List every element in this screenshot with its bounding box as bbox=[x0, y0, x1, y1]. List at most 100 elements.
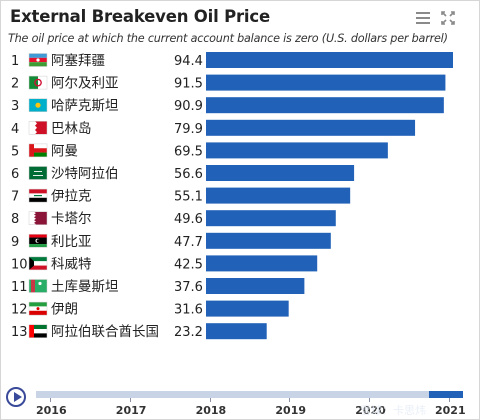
rank-label: 13 bbox=[11, 325, 28, 340]
chart-subtitle: The oil price at which the current accou… bbox=[8, 32, 448, 45]
timeline-selected-range[interactable] bbox=[429, 391, 463, 398]
category-label: 科威特 bbox=[51, 256, 92, 272]
bar-row: 6 沙特阿拉伯 56.6 bbox=[11, 165, 355, 182]
bar[interactable] bbox=[206, 52, 453, 68]
bar-row: 11 土库曼斯坦 37.6 bbox=[11, 278, 305, 295]
timeline-tick bbox=[289, 398, 291, 402]
value-label: 91.5 bbox=[174, 77, 203, 92]
rank-label: 2 bbox=[11, 77, 19, 92]
timeline-tick bbox=[449, 398, 450, 402]
category-label: 巴林岛 bbox=[51, 121, 92, 137]
value-label: 47.7 bbox=[174, 235, 203, 250]
watermark: 雪球：卡思炜 bbox=[360, 404, 426, 417]
category-label: 哈萨克斯坦 bbox=[51, 98, 119, 114]
kuwait-flag-icon bbox=[28, 256, 48, 271]
value-label: 23.2 bbox=[174, 325, 203, 340]
play-button[interactable] bbox=[6, 387, 26, 407]
category-label: 伊朗 bbox=[51, 302, 78, 318]
bar[interactable] bbox=[206, 232, 331, 249]
oman-flag-icon bbox=[28, 143, 48, 158]
value-label: 56.6 bbox=[174, 167, 203, 182]
category-label: 土库曼斯坦 bbox=[51, 279, 119, 295]
value-label: 49.6 bbox=[174, 212, 203, 227]
azerbaijan-flag-icon bbox=[28, 53, 48, 67]
timeline-tick bbox=[50, 398, 51, 402]
timeline-year-label[interactable]: 2016 bbox=[36, 404, 67, 417]
bar-row: 1 阿塞拜疆 94.4 bbox=[11, 52, 453, 69]
bar[interactable] bbox=[206, 255, 318, 272]
bar-row: 5 阿曼 69.5 bbox=[11, 142, 388, 159]
category-label: 阿曼 bbox=[51, 143, 78, 159]
bar-row: 13 阿拉伯联合酋长国 23.2 bbox=[11, 323, 267, 340]
timeline-tick bbox=[369, 398, 371, 402]
bar-row: 12 伊朗 31.6 bbox=[11, 300, 289, 318]
rank-label: 11 bbox=[11, 280, 28, 295]
kazakhstan-flag-icon bbox=[28, 98, 48, 112]
saudi-arabia-flag-icon bbox=[28, 166, 48, 180]
bar-row: 9 利比亚 47.7 bbox=[11, 232, 331, 250]
timeline: 2016 2017 2018 2019 2020 2021 bbox=[0, 382, 480, 420]
turkmenistan-flag-icon bbox=[28, 279, 48, 293]
bar[interactable] bbox=[206, 165, 355, 181]
bar[interactable] bbox=[206, 97, 444, 114]
timeline-year-label[interactable]: 2021 bbox=[435, 404, 466, 417]
timeline-track[interactable] bbox=[36, 391, 463, 398]
chart-title: External Breakeven Oil Price bbox=[10, 7, 270, 26]
timeline-year-label[interactable]: 2019 bbox=[275, 404, 307, 417]
algeria-flag-icon bbox=[28, 75, 48, 90]
rank-label: 4 bbox=[11, 122, 19, 137]
uae-flag-icon bbox=[28, 324, 48, 338]
value-label: 31.6 bbox=[174, 303, 203, 318]
value-label: 79.9 bbox=[174, 122, 203, 137]
rank-label: 10 bbox=[11, 257, 28, 272]
rank-label: 7 bbox=[11, 190, 19, 205]
rank-label: 12 bbox=[11, 303, 28, 318]
bar-row: 3 哈萨克斯坦 90.9 bbox=[11, 97, 444, 114]
category-label: 阿拉伯联合酋长国 bbox=[51, 323, 159, 340]
bar[interactable] bbox=[206, 323, 267, 340]
bar[interactable] bbox=[206, 119, 416, 136]
value-label: 90.9 bbox=[174, 99, 203, 114]
bar[interactable] bbox=[206, 278, 305, 294]
timeline-year-label[interactable]: 2018 bbox=[195, 404, 227, 417]
rank-label: 1 bbox=[11, 54, 19, 69]
bar[interactable] bbox=[206, 142, 388, 159]
iran-flag-icon bbox=[28, 301, 48, 316]
timeline-tick bbox=[129, 398, 131, 402]
value-label: 55.1 bbox=[174, 190, 203, 205]
bar-row: 7 伊拉克 55.1 bbox=[11, 187, 351, 205]
rank-label: 9 bbox=[11, 235, 19, 250]
libya-flag-icon bbox=[28, 234, 48, 248]
iraq-flag-icon bbox=[28, 188, 48, 203]
category-label: 伊拉克 bbox=[51, 189, 92, 205]
category-label: 卡塔尔 bbox=[51, 211, 92, 227]
bahrain-flag-icon bbox=[28, 121, 48, 135]
timeline-tick bbox=[209, 398, 211, 402]
bar[interactable] bbox=[206, 187, 351, 204]
menu-icon[interactable] bbox=[416, 12, 430, 24]
bar[interactable] bbox=[206, 300, 289, 317]
bar-row: 4 巴林岛 79.9 bbox=[11, 119, 416, 137]
timeline-year-label[interactable]: 2020 bbox=[355, 404, 386, 417]
value-label: 37.6 bbox=[174, 280, 203, 295]
bar-row: 2 阿尔及利亚 91.5 bbox=[11, 74, 446, 92]
category-label: 沙特阿拉伯 bbox=[51, 166, 119, 182]
bar-row: 8 卡塔尔 49.6 bbox=[11, 210, 336, 227]
bar[interactable] bbox=[206, 74, 446, 91]
fullscreen-icon[interactable] bbox=[441, 11, 455, 25]
timeline-year-label[interactable]: 2017 bbox=[115, 404, 147, 417]
category-label: 阿尔及利亚 bbox=[51, 76, 119, 92]
rank-label: 6 bbox=[11, 167, 19, 182]
category-label: 阿塞拜疆 bbox=[51, 52, 105, 69]
value-label: 94.4 bbox=[174, 54, 203, 69]
rank-label: 5 bbox=[11, 144, 19, 159]
value-label: 42.5 bbox=[174, 257, 203, 272]
bar-chart: 1 阿塞拜疆 94.4 2 阿尔及利亚 91.5 3 哈萨克斯坦 90.9 4 巴林岛 79.9 5 阿曼… bbox=[11, 52, 453, 340]
category-label: 利比亚 bbox=[51, 234, 92, 250]
bar-row: 10 科威特 42.5 bbox=[11, 255, 318, 272]
value-label: 69.5 bbox=[174, 144, 203, 159]
rank-label: 8 bbox=[11, 212, 19, 227]
bar[interactable] bbox=[206, 210, 336, 227]
qatar-flag-icon bbox=[28, 211, 48, 225]
rank-label: 3 bbox=[11, 99, 19, 114]
